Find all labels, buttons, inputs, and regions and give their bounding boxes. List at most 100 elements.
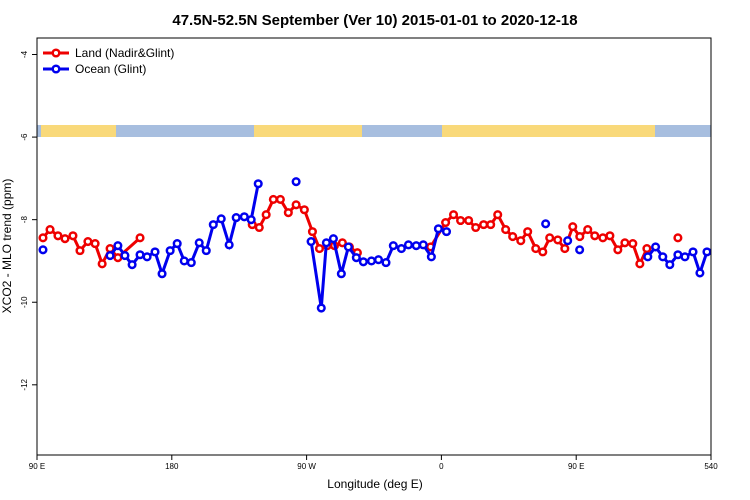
data-point xyxy=(441,218,451,228)
data-point xyxy=(456,215,466,226)
data-point xyxy=(186,258,196,268)
data-point xyxy=(208,220,218,230)
data-point xyxy=(142,252,152,262)
data-point xyxy=(702,247,712,257)
data-point xyxy=(120,251,130,261)
data-point xyxy=(433,224,443,234)
data-point xyxy=(396,244,406,254)
data-point xyxy=(53,231,63,241)
data-point xyxy=(590,231,600,241)
data-point xyxy=(541,219,551,229)
y-tick-label: -4 xyxy=(20,50,29,58)
data-point xyxy=(613,245,623,255)
data-point xyxy=(531,244,541,254)
data-point xyxy=(403,240,413,250)
chart-title: 47.5N-52.5N September (Ver 10) 2015-01-0… xyxy=(172,12,577,29)
data-point xyxy=(299,205,309,215)
data-point xyxy=(113,241,123,251)
data-point xyxy=(38,233,48,243)
data-point xyxy=(97,259,107,269)
data-point xyxy=(479,220,489,230)
data-point xyxy=(194,238,204,248)
data-point xyxy=(563,236,573,246)
data-point xyxy=(366,256,377,266)
data-point xyxy=(538,247,548,257)
data-point xyxy=(343,242,353,252)
plot-frame xyxy=(36,37,712,456)
data-point xyxy=(179,256,189,266)
data-point xyxy=(45,225,55,235)
data-point xyxy=(351,253,361,263)
data-point xyxy=(598,233,608,243)
data-point xyxy=(172,239,182,249)
legend: Land (Nadir&Glint) Ocean (Glint) xyxy=(43,46,174,76)
data-point xyxy=(165,246,175,256)
data-point xyxy=(560,244,570,254)
y-tick-label: -12 xyxy=(20,378,29,390)
data-point xyxy=(545,233,555,243)
data-point xyxy=(328,234,338,244)
data-point xyxy=(680,252,690,262)
plot-area xyxy=(38,177,712,313)
data-point xyxy=(620,238,630,248)
data-point xyxy=(246,215,256,225)
data-point xyxy=(688,247,698,257)
y-tick-label: -10 xyxy=(20,296,29,308)
data-point xyxy=(628,239,638,249)
data-point xyxy=(651,242,661,252)
data-point xyxy=(261,210,271,220)
data-point xyxy=(306,236,316,247)
data-point xyxy=(336,269,346,279)
legend-marker xyxy=(51,64,61,74)
data-point xyxy=(157,269,167,279)
data-point xyxy=(358,257,368,267)
data-point xyxy=(673,233,683,243)
data-point xyxy=(254,222,264,233)
legend-label: Land (Nadir&Glint) xyxy=(75,46,174,60)
y-axis-label: XCO2 - MLO trend (ppm) xyxy=(0,179,14,314)
data-point xyxy=(127,260,137,270)
data-point xyxy=(291,200,301,210)
data-point xyxy=(426,252,436,262)
data-point xyxy=(568,222,578,232)
data-point xyxy=(105,251,115,261)
data-point xyxy=(643,252,653,262)
data-point xyxy=(486,220,496,230)
legend-label: Ocean (Glint) xyxy=(75,62,146,76)
data-point xyxy=(150,247,160,257)
data-point xyxy=(373,255,384,265)
data-point xyxy=(307,227,317,237)
y-tick-label: -6 xyxy=(20,133,29,141)
x-tick-label: 540 xyxy=(704,462,718,471)
data-point xyxy=(90,239,100,249)
data-point xyxy=(291,177,301,187)
data-point xyxy=(314,244,325,254)
data-point xyxy=(316,303,326,313)
data-point xyxy=(516,236,526,246)
data-point xyxy=(38,245,48,255)
data-point xyxy=(464,215,474,226)
data-point xyxy=(275,194,285,204)
data-point xyxy=(75,246,85,256)
data-point xyxy=(135,250,145,260)
data-point xyxy=(553,235,563,245)
x-axis-label: Longitude (deg E) xyxy=(327,477,422,491)
data-point xyxy=(231,213,241,223)
y-tick-label: -8 xyxy=(20,216,29,224)
data-point xyxy=(268,194,278,204)
data-point xyxy=(68,231,78,241)
x-tick-label: 90 W xyxy=(297,462,316,471)
data-point xyxy=(575,245,585,255)
data-point xyxy=(471,222,481,233)
data-point xyxy=(448,210,459,220)
data-point xyxy=(411,241,421,251)
x-tick-label: 90 E xyxy=(568,462,584,471)
data-point xyxy=(418,240,428,250)
data-point xyxy=(60,234,70,244)
data-point xyxy=(216,214,226,224)
data-point xyxy=(523,227,533,237)
legend-marker xyxy=(51,48,61,58)
data-point xyxy=(583,225,593,235)
data-point xyxy=(239,212,249,222)
data-point xyxy=(658,252,668,262)
